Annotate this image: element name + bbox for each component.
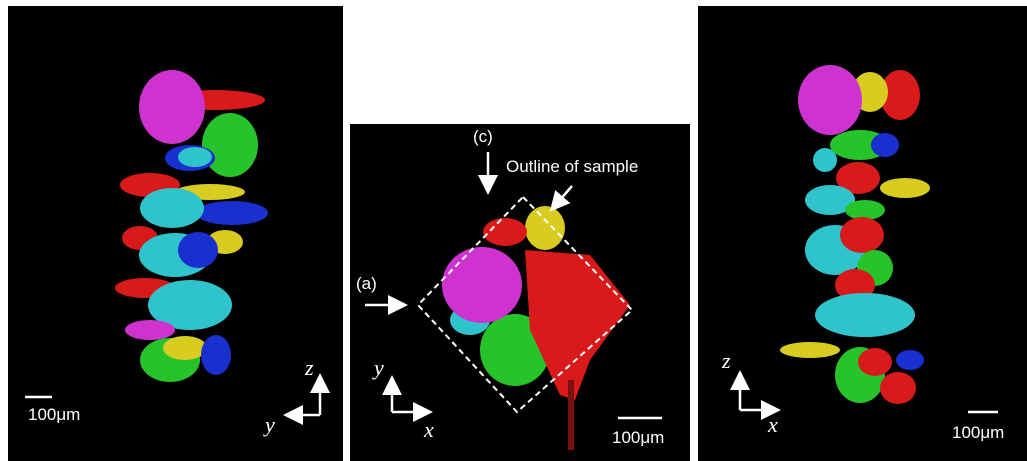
label: (a): [356, 274, 377, 293]
scale-label: 100μm: [612, 428, 664, 447]
panel-left: 100μm z y: [8, 6, 343, 461]
axis-label: y: [372, 355, 384, 380]
axis-label: z: [304, 355, 314, 380]
axis-label: x: [423, 417, 434, 442]
axis-label: z: [721, 348, 731, 373]
axis-label: x: [767, 412, 778, 437]
label: (c): [473, 127, 493, 146]
axis-label: y: [263, 412, 275, 437]
label: Outline of sample: [506, 157, 638, 176]
scale-label: 100μm: [28, 405, 80, 424]
scale-label: 100μm: [952, 423, 1004, 442]
panel-right: 100μm z x: [698, 6, 1027, 461]
arrow: [549, 185, 573, 212]
panel-middle: (c) Outline of sample (a) 100μm y x: [350, 124, 690, 461]
